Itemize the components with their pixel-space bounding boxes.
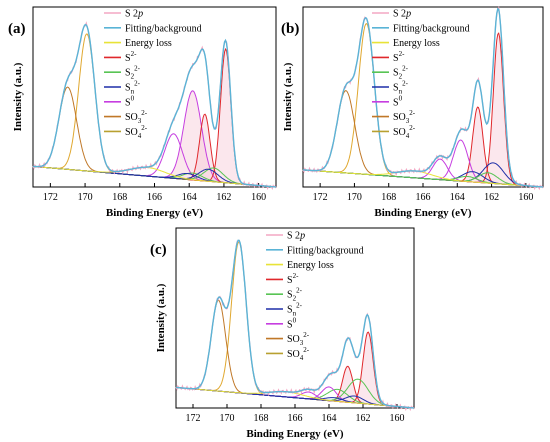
x-tick-label: 160 [390, 413, 405, 424]
x-tick-label: 170 [347, 192, 362, 203]
x-tick-label: 164 [450, 192, 465, 203]
legend-label: SO32- [393, 109, 416, 125]
x-tick-label: 162 [484, 192, 499, 203]
chart-panel-2: 172 170 168 166 164 162 160 Binding Energy (eV)… [150, 227, 415, 440]
legend-label: SO42- [393, 124, 416, 140]
legend-label: S0 [287, 316, 297, 330]
x-tick-label: 164 [182, 192, 197, 203]
component-s2- [32, 47, 277, 188]
x-axis-label: Binding Energy (eV) [374, 207, 472, 219]
series-fitting [303, 7, 544, 188]
legend-label: SO32- [125, 109, 148, 125]
panel-label: (a) [8, 21, 26, 37]
x-axis-label: Binding Energy (eV) [246, 428, 344, 440]
legend: S 2p Fitting/background Energy lossS2-S22-… [266, 231, 364, 362]
x-tick-label: 170 [220, 413, 235, 424]
legend-label: Sn2- [125, 80, 141, 96]
component-energy-loss [303, 169, 544, 188]
legend-label: Fitting/background [125, 23, 202, 34]
legend: S 2p Fitting/background Energy lossS2-S22-… [372, 9, 470, 140]
legend-label: Energy loss [393, 38, 440, 49]
x-tick-label: 166 [147, 192, 162, 203]
component-energy-loss [32, 165, 277, 188]
series-fitting [175, 239, 415, 409]
legend-label: S2- [125, 50, 137, 64]
peak-shading [176, 366, 414, 408]
legend-label: S 2p [125, 9, 143, 20]
x-tick-label: 168 [112, 192, 127, 203]
panel-label: (b) [281, 21, 299, 37]
series-fitting [32, 23, 277, 188]
peak-shading [176, 332, 414, 408]
x-tick-label: 164 [322, 413, 337, 424]
legend-label: S2- [393, 50, 405, 64]
x-tick-label: 162 [216, 192, 231, 203]
legend-label: S22- [287, 287, 303, 303]
legend-label: Sn2- [393, 80, 409, 96]
x-axis-label: Binding Energy (eV) [106, 207, 204, 219]
chart-panel-1: 172 170 168 166 164 162 160 Binding Energy (eV)… [281, 5, 544, 219]
legend: S 2p Fitting/background Energy lossS2-S22-… [104, 9, 202, 140]
legend-label: S22- [393, 65, 409, 81]
x-tick-label: 162 [356, 413, 371, 424]
x-tick-label: 166 [416, 192, 431, 203]
x-tick-label: 172 [313, 192, 328, 203]
chart-panel-0: 172 170 168 166 164 162 160 Binding Energy (eV)… [8, 6, 277, 219]
x-tick-label: 172 [43, 192, 58, 203]
x-tick-label: 160 [251, 192, 266, 203]
y-axis-label: Intensity (a.u.) [12, 62, 24, 131]
x-tick-label: 160 [518, 192, 533, 203]
component-s2- [32, 113, 277, 188]
peak-shading [303, 107, 543, 187]
legend-label: Energy loss [287, 260, 334, 271]
legend-label: Fitting/background [393, 23, 470, 34]
x-tick-label: 166 [288, 413, 303, 424]
legend-label: S2- [287, 272, 299, 286]
peak-shading [33, 49, 276, 187]
legend-label: S0 [393, 94, 403, 108]
component-energy-loss [175, 386, 415, 409]
x-tick-label: 170 [78, 192, 93, 203]
x-tick-label: 168 [381, 192, 396, 203]
x-tick-label: 168 [254, 413, 269, 424]
legend-label: S 2p [287, 231, 305, 242]
y-axis-label: Intensity (a.u.) [155, 283, 167, 352]
y-axis-label: Intensity (a.u.) [282, 62, 294, 131]
panel-label: (c) [150, 242, 167, 258]
legend-label: Fitting/background [287, 245, 364, 256]
legend-label: SO42- [287, 346, 310, 362]
legend-label: SO32- [287, 331, 310, 347]
x-tick-label: 172 [186, 413, 201, 424]
legend-label: S0 [125, 94, 135, 108]
legend-label: S22- [125, 65, 141, 81]
legend-label: S 2p [393, 9, 411, 20]
legend-label: SO42- [125, 124, 148, 140]
legend-label: Sn2- [287, 302, 303, 318]
peak-shading [33, 114, 276, 187]
peak-shading [303, 33, 543, 188]
legend-label: Energy loss [125, 38, 172, 49]
